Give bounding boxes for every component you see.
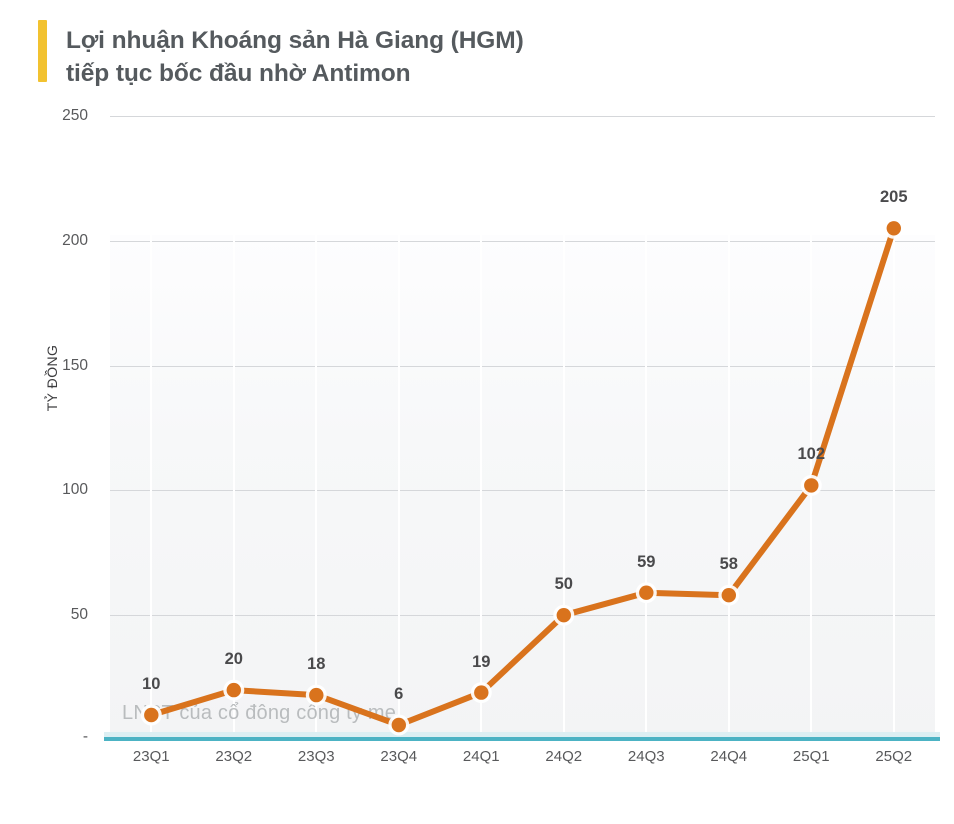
y-axis-zero-label: - xyxy=(82,728,88,745)
data-label: 59 xyxy=(637,552,656,571)
x-axis-tick-label: 23Q4 xyxy=(380,748,418,765)
title-accent-bar xyxy=(38,20,47,82)
x-axis-tick-label: 24Q1 xyxy=(462,748,500,765)
vertical-gridline xyxy=(727,235,730,740)
data-point-marker[interactable] xyxy=(474,685,489,700)
data-label: 205 xyxy=(879,188,908,207)
gridline xyxy=(110,365,935,367)
baseline-glow xyxy=(104,732,940,737)
y-axis-tick-label: 100 xyxy=(62,481,88,499)
y-axis-tick-label: 150 xyxy=(62,356,88,374)
data-label: 6 xyxy=(394,685,404,704)
gridline xyxy=(110,615,935,617)
x-axis-tick-label: 24Q4 xyxy=(710,748,748,765)
data-point-marker[interactable] xyxy=(391,717,406,733)
data-point-marker[interactable] xyxy=(144,707,159,723)
data-point-marker[interactable] xyxy=(309,687,324,703)
x-axis-tick-label: 25Q2 xyxy=(875,748,913,765)
chart-header: Lợi nhuận Khoáng sản Hà Giang (HGM) tiếp… xyxy=(0,0,954,100)
gridline xyxy=(110,240,935,242)
data-label: 50 xyxy=(554,575,573,594)
data-label: 10 xyxy=(142,675,161,694)
data-label: 19 xyxy=(472,652,491,671)
data-label: 102 xyxy=(797,445,826,464)
x-axis-tick-label: 25Q1 xyxy=(792,748,830,765)
vertical-gridline xyxy=(645,235,648,740)
data-label: 20 xyxy=(224,650,243,669)
y-axis-tick-label: 250 xyxy=(62,107,88,124)
x-axis-tick-label: 23Q2 xyxy=(215,748,253,765)
vertical-gridline xyxy=(315,235,318,740)
gridline xyxy=(110,490,935,492)
data-point-marker[interactable] xyxy=(639,585,654,600)
x-axis-tick-label: 24Q2 xyxy=(545,748,583,765)
y-axis-tick-label: 200 xyxy=(62,231,88,249)
x-axis-tick-label: 23Q1 xyxy=(132,748,170,765)
data-label: 18 xyxy=(307,655,326,674)
gridline xyxy=(110,116,935,117)
vertical-gridline xyxy=(397,235,400,740)
y-axis-tick-label: 50 xyxy=(70,606,88,624)
vertical-gridline xyxy=(480,235,483,740)
data-point-marker[interactable] xyxy=(226,682,241,698)
data-point-marker[interactable] xyxy=(804,478,819,493)
page-title: Lợi nhuận Khoáng sản Hà Giang (HGM) tiếp… xyxy=(66,27,524,87)
series-path xyxy=(148,225,897,728)
vertical-gridline xyxy=(150,235,153,740)
x-axis-tick-label: 23Q3 xyxy=(297,748,335,765)
vertical-gridline xyxy=(892,235,895,740)
data-point-marker[interactable] xyxy=(886,221,901,236)
series-legend-label: LNST của cổ đông công ty mẹ xyxy=(122,702,397,724)
data-label: 58 xyxy=(719,555,738,574)
data-point-marker[interactable] xyxy=(556,608,571,623)
x-axis-tick-label: 24Q3 xyxy=(627,748,665,765)
data-point-marker[interactable] xyxy=(721,588,736,603)
vertical-gridline xyxy=(232,235,235,740)
vertical-gridline xyxy=(562,235,565,740)
x-axis-baseline xyxy=(104,737,940,741)
